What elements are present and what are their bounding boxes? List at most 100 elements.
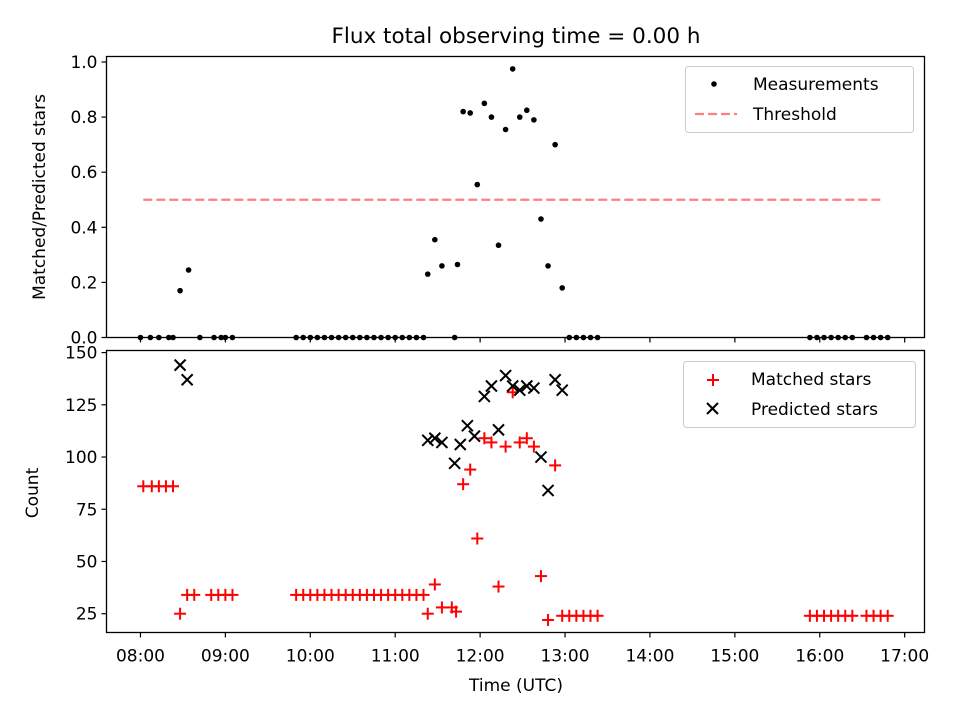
count-legend: Matched stars Predicted stars <box>683 361 916 428</box>
predicted-stars-marker-b <box>454 438 467 451</box>
predicted-stars-marker-b <box>534 450 548 464</box>
y-tick-label: 0.0 <box>70 329 97 349</box>
predicted-stars-marker <box>468 429 481 443</box>
matched-stars-marker <box>428 578 441 591</box>
chart-title: Flux total observing time = 0.00 h <box>332 24 701 49</box>
predicted-stars-marker-b <box>478 390 491 403</box>
predicted-stars-marker-b <box>461 419 474 432</box>
legend-measurements-marker <box>711 81 717 87</box>
predicted-stars-marker <box>454 438 467 451</box>
matched-stars-marker <box>513 436 526 449</box>
count-marks <box>137 358 894 626</box>
predicted-stars-marker <box>173 358 187 372</box>
count-axes-frame <box>105 349 926 634</box>
predicted-stars-marker-b <box>428 432 442 445</box>
predicted-stars-marker <box>428 432 442 445</box>
matched-stars-marker <box>417 588 430 601</box>
predicted-stars-marker-b <box>548 373 562 386</box>
legend-measurements-label: Measurements <box>753 75 879 95</box>
matched-stars-marker <box>464 463 477 476</box>
predicted-stars-marker-b <box>492 423 505 437</box>
predicted-stars-marker <box>520 379 534 393</box>
predicted-stars-marker <box>461 419 474 432</box>
measurement-point <box>502 126 509 133</box>
predicted-stars-marker <box>499 369 512 382</box>
measurement-point <box>185 267 192 273</box>
y-tick-label: 0.8 <box>70 108 97 128</box>
measurement-point <box>488 114 495 120</box>
measurement-point <box>454 261 461 268</box>
matched-stars-marker <box>527 440 540 453</box>
y-tick-label: 0.4 <box>70 218 97 238</box>
y-tick-label: 125 <box>65 396 97 416</box>
y-tick-label: 0.2 <box>70 273 97 293</box>
predicted-stars-marker <box>513 383 526 397</box>
y-tick-label: 1.0 <box>70 53 97 73</box>
x-tick-label: 11:00 <box>371 647 420 667</box>
matched-stars-marker <box>167 480 180 493</box>
y-tick-label: 100 <box>65 448 97 468</box>
measurement-point <box>439 263 445 269</box>
measurement-point <box>467 110 474 116</box>
predicted-stars-marker <box>506 379 519 393</box>
predicted-stars-marker <box>478 390 491 403</box>
x-tick-label: 09:00 <box>201 647 250 667</box>
measurement-point <box>538 216 544 222</box>
measurement-point <box>474 181 481 188</box>
predicted-stars-marker <box>180 373 194 386</box>
matched-stars-marker <box>471 532 484 545</box>
matched-stars-marker <box>846 609 859 622</box>
predicted-stars-marker <box>527 381 541 395</box>
predicted-stars-marker <box>555 383 569 397</box>
predicted-stars-marker-b <box>520 379 534 393</box>
count-y-axis-label: Count <box>23 467 43 518</box>
matched-stars-marker <box>499 440 512 453</box>
predicted-stars-marker-b <box>180 373 194 386</box>
matched-stars-marker <box>881 609 894 622</box>
y-tick-label: 75 <box>76 500 98 520</box>
predicted-stars-marker <box>448 457 461 470</box>
predicted-stars-marker <box>534 450 548 464</box>
count-y-ticks: 25 50 75 100 125 150 <box>65 344 107 625</box>
measurement-point <box>424 271 431 277</box>
predicted-stars-marker-b <box>499 369 512 382</box>
predicted-stars-marker-b <box>527 381 541 395</box>
x-tick-label: 15:00 <box>710 647 759 667</box>
y-tick-label: 150 <box>65 344 97 364</box>
legend-matched-marker <box>707 374 719 386</box>
x-tick-label: 14:00 <box>625 647 674 667</box>
ratio-x-ticks <box>139 337 906 343</box>
legend-predicted-marker <box>706 402 719 415</box>
x-tick-label: 17:00 <box>880 647 929 667</box>
x-axis-label: Time (UTC) <box>468 676 563 696</box>
predicted-stars-marker-b <box>435 436 449 449</box>
predicted-stars-marker <box>492 423 505 437</box>
matched-stars-marker <box>549 459 562 472</box>
ratio-panel: 0.0 0.2 0.4 0.6 0.8 1.0 Matched/Predicted sta… <box>30 53 926 349</box>
matched-stars-marker <box>421 607 434 620</box>
predicted-stars-marker-b <box>485 379 498 393</box>
predicted-stars-marker-b <box>506 379 519 393</box>
ratio-y-ticks: 0.0 0.2 0.4 0.6 0.8 1.0 <box>70 53 107 349</box>
measurement-point <box>552 141 558 148</box>
measurement-point <box>559 285 566 291</box>
matched-stars-marker <box>188 588 201 601</box>
y-tick-label: 25 <box>76 605 98 625</box>
predicted-stars-marker-b <box>513 383 526 397</box>
predicted-stars-marker-b <box>448 457 461 470</box>
predicted-stars-marker <box>421 434 434 447</box>
count-x-ticks: 08:00 09:00 10:00 11:00 12:00 13:00 14:00 15:00… <box>116 632 929 667</box>
count-legend-box <box>683 361 916 428</box>
matched-stars-marker <box>174 607 187 620</box>
matched-stars-marker <box>457 478 470 491</box>
matched-stars-marker <box>478 432 491 445</box>
x-tick-label: 13:00 <box>541 647 590 667</box>
measurement-point <box>531 117 537 123</box>
matched-stars-marker <box>542 613 555 626</box>
count-panel: 25 50 75 100 125 150 08:00 09:00 10:00 11:00 12:0… <box>23 344 929 696</box>
x-tick-label: 12:00 <box>456 647 505 667</box>
y-tick-label: 0.6 <box>70 163 97 183</box>
ratio-legend-box <box>685 66 914 133</box>
matched-stars-marker <box>534 570 547 583</box>
